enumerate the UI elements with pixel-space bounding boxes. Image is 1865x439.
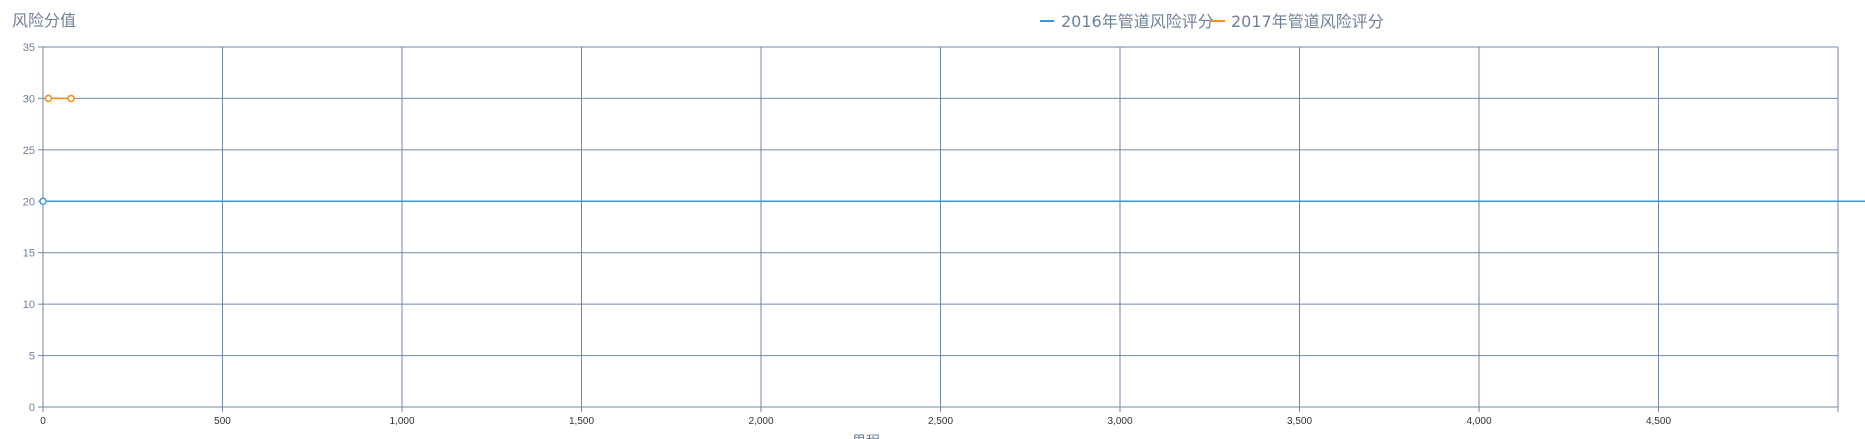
- legend-label-2016: 2016年管道风险评分: [1061, 12, 1214, 31]
- y-tick-label: 10: [23, 299, 35, 311]
- x-tick-label: 2,000: [748, 416, 773, 427]
- x-tick-label: 3,500: [1287, 416, 1312, 427]
- chart-title: 风险分值: [12, 11, 76, 30]
- x-tick-label: 4,500: [1646, 416, 1671, 427]
- x-tick-label: 2,500: [928, 416, 953, 427]
- y-tick-label: 30: [23, 93, 35, 105]
- legend-item-2017[interactable]: 2017年管道风险评分: [1211, 12, 1384, 31]
- data-point: [67, 94, 75, 103]
- series-2016: [39, 197, 1865, 206]
- y-tick-label: 15: [23, 248, 35, 260]
- y-tick-label: 0: [29, 402, 35, 414]
- legend-label-2017: 2017年管道风险评分: [1231, 12, 1384, 31]
- data-point: [44, 94, 53, 103]
- legend-item-2016[interactable]: 2016年管道风险评分: [1040, 12, 1214, 31]
- y-tick-label: 35: [23, 42, 35, 54]
- data-point: [39, 197, 47, 206]
- x-tick-label: 1,000: [389, 416, 414, 427]
- x-axis-label: 里程: [852, 434, 880, 439]
- x-tick-label: 4,000: [1466, 416, 1491, 427]
- axes: 0 5 10 15 20 25 30 35 0 500 1,000 1,500 2,000 2,500 3,…: [23, 42, 1839, 427]
- legend: 2016年管道风险评分 2017年管道风险评分: [1040, 12, 1384, 31]
- series-layer: [39, 94, 1865, 206]
- y-tick-label: 20: [23, 196, 35, 208]
- x-tick-label: 3,000: [1107, 416, 1132, 427]
- grid: [43, 46, 1839, 407]
- y-tick-label: 5: [29, 351, 35, 363]
- x-tick-label: 0: [40, 416, 46, 427]
- x-tick-label: 500: [214, 416, 231, 427]
- x-tick-label: 1,500: [569, 416, 594, 427]
- series-2017: [44, 94, 75, 103]
- y-tick-label: 25: [23, 145, 35, 157]
